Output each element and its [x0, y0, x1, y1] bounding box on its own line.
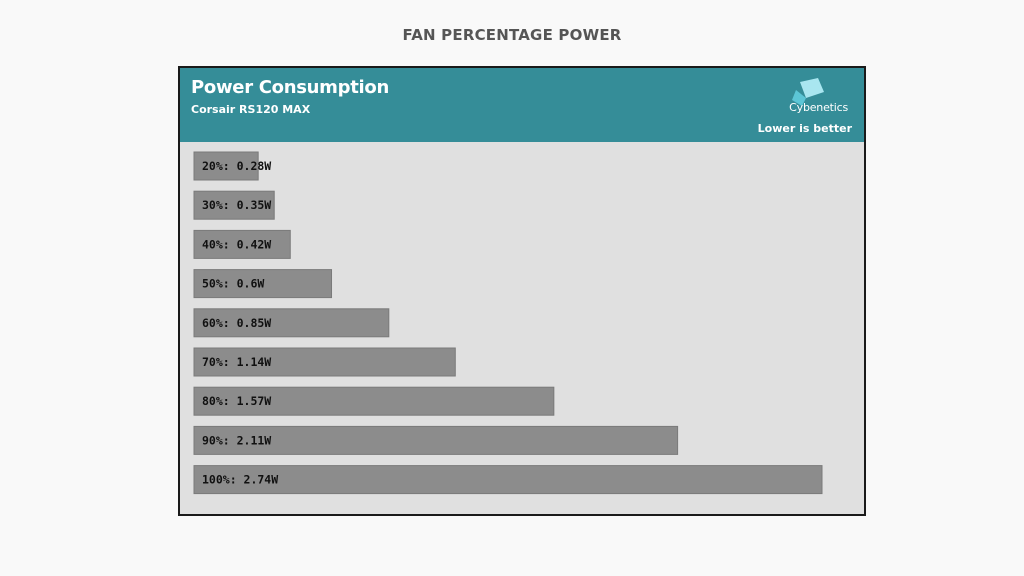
- bar-label-60pct: 60%: 0.85W: [202, 316, 271, 330]
- logo-cube-face: [792, 90, 806, 106]
- bar-40pct: [193, 229, 291, 259]
- bar-90pct: [193, 425, 679, 455]
- bar-50pct: [193, 269, 333, 299]
- cybenetics-logo-icon: [792, 78, 824, 106]
- bar-100pct: [193, 465, 823, 495]
- chart-header: Power Consumption Corsair RS120 MAX Cybe…: [180, 68, 864, 142]
- bar-80pct: [193, 386, 555, 416]
- bar-label-30pct: 30%: 0.35W: [202, 198, 271, 212]
- bar-label-40pct: 40%: 0.42W: [202, 237, 271, 251]
- chart-frame: Power Consumption Corsair RS120 MAX Cybe…: [178, 66, 866, 516]
- bar-label-100pct: 100%: 2.74W: [202, 473, 278, 487]
- page-heading: FAN PERCENTAGE POWER: [402, 26, 622, 44]
- chart-title: Power Consumption: [191, 77, 389, 98]
- bar-label-20pct: 20%: 0.28W: [202, 159, 271, 173]
- bar-label-70pct: 70%: 1.14W: [202, 355, 271, 369]
- bar-label-50pct: 50%: 0.6W: [202, 277, 264, 291]
- bar-20pct: [193, 151, 259, 181]
- bar-30pct: [193, 190, 275, 220]
- logo-text: Cybenetics: [789, 101, 848, 114]
- bar-60pct: [193, 308, 390, 338]
- logo-cube-top: [800, 78, 824, 98]
- plot-area: 20%: 0.28W 30%: 0.35W 40%: 0.42W 50%: 0.6W 6…: [193, 151, 823, 495]
- lower-is-better-note: Lower is better: [757, 122, 852, 135]
- chart-subtitle: Corsair RS120 MAX: [191, 103, 311, 116]
- bar-70pct: [193, 347, 456, 377]
- bar-label-80pct: 80%: 1.57W: [202, 394, 271, 408]
- bar-label-90pct: 90%: 2.11W: [202, 433, 271, 447]
